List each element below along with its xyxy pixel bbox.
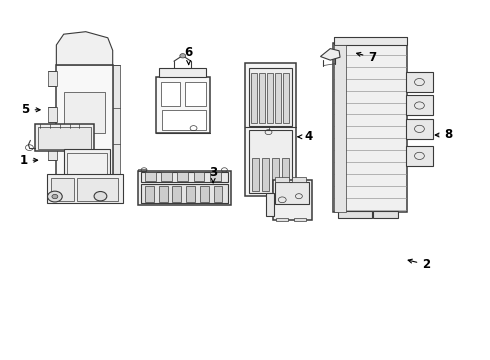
Bar — [48, 145, 57, 160]
Bar — [48, 107, 57, 122]
Bar — [113, 65, 120, 187]
Bar — [38, 127, 91, 149]
Bar — [267, 73, 273, 123]
Bar — [185, 82, 206, 106]
Bar — [161, 172, 172, 181]
Bar — [145, 186, 154, 202]
Bar — [275, 182, 309, 204]
Bar — [159, 186, 168, 202]
Bar — [266, 193, 274, 216]
Text: 7: 7 — [357, 51, 376, 64]
Bar — [214, 186, 222, 202]
Bar — [186, 186, 195, 202]
Bar — [138, 171, 231, 205]
Bar — [200, 186, 209, 202]
Bar — [259, 73, 265, 123]
Bar — [47, 174, 122, 203]
Bar — [249, 68, 292, 126]
Bar — [334, 45, 346, 212]
Bar — [251, 73, 257, 123]
Bar — [177, 172, 188, 181]
Bar — [272, 158, 279, 191]
Bar — [77, 178, 118, 201]
Bar — [276, 218, 288, 221]
Bar — [245, 63, 296, 196]
Bar — [194, 172, 204, 181]
Bar — [162, 110, 206, 130]
Bar — [161, 82, 180, 106]
Text: 4: 4 — [298, 130, 313, 143]
Text: 6: 6 — [185, 46, 193, 65]
Circle shape — [52, 194, 58, 199]
Bar — [56, 65, 113, 187]
Bar — [64, 92, 105, 133]
Circle shape — [94, 192, 107, 201]
Circle shape — [180, 54, 186, 58]
Bar — [138, 169, 146, 171]
Bar — [275, 177, 289, 182]
Bar — [48, 71, 57, 86]
Text: 8: 8 — [435, 129, 452, 141]
Polygon shape — [320, 49, 340, 60]
Bar — [282, 158, 289, 191]
Bar — [51, 178, 74, 201]
Text: 1: 1 — [20, 154, 38, 167]
Bar — [145, 172, 156, 181]
Bar — [159, 68, 206, 77]
Bar — [406, 119, 433, 139]
Bar — [406, 146, 433, 166]
Bar — [249, 130, 292, 193]
Bar — [156, 77, 210, 133]
Bar — [334, 37, 407, 45]
Bar — [292, 177, 306, 182]
Bar — [338, 211, 372, 218]
Bar — [66, 149, 103, 178]
Bar — [283, 73, 289, 123]
Bar — [141, 184, 228, 203]
Bar — [262, 158, 269, 191]
Bar — [406, 95, 433, 115]
Text: 3: 3 — [209, 166, 217, 183]
Bar — [294, 218, 306, 221]
Circle shape — [48, 191, 62, 202]
Text: 5: 5 — [22, 103, 40, 116]
Bar — [275, 73, 281, 123]
Bar — [35, 124, 94, 151]
Polygon shape — [56, 32, 113, 65]
Bar — [210, 172, 220, 181]
Bar — [64, 149, 110, 176]
Bar — [373, 211, 398, 218]
Bar — [406, 72, 433, 92]
Bar — [141, 172, 228, 182]
Bar — [252, 158, 259, 191]
Bar — [333, 43, 407, 212]
Text: 2: 2 — [408, 258, 430, 271]
Bar — [67, 153, 107, 174]
Bar — [273, 180, 312, 220]
Bar — [172, 186, 181, 202]
